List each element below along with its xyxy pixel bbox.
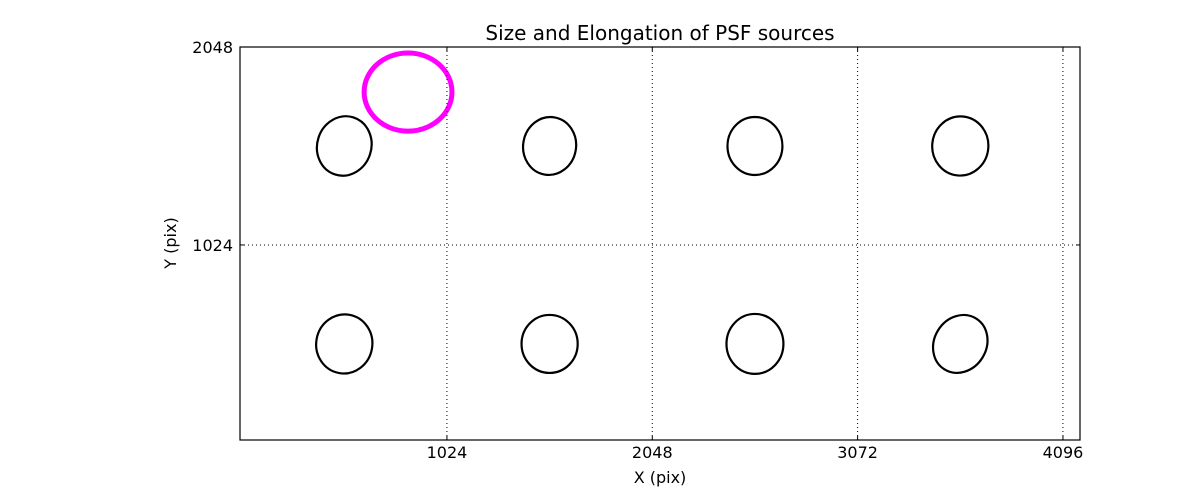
x-tick-label: 1024 (427, 443, 468, 462)
psf-ellipse (520, 313, 579, 375)
y-tick-label: 2048 (192, 38, 233, 57)
psf-ellipse (931, 313, 989, 374)
chart-title: Size and Elongation of PSF sources (485, 21, 834, 45)
x-axis-label: X (pix) (634, 468, 687, 487)
x-tick-label: 2048 (632, 443, 673, 462)
psf-ellipse (315, 115, 373, 177)
psf-ellipse (521, 115, 578, 176)
psf-ellipse (725, 312, 785, 375)
highlight-ellipse (361, 50, 455, 134)
x-tick-label: 4096 (1043, 443, 1084, 462)
psf-ellipse (315, 313, 374, 375)
psf-ellipse (931, 115, 990, 177)
psf-ellipse (726, 115, 784, 177)
y-tick-label: 1024 (192, 236, 233, 255)
plot-layer: 1024 2048 3072 4096 1024 2048 (192, 38, 1083, 462)
x-tick-label: 3072 (837, 443, 878, 462)
axes-frame (239, 46, 1081, 441)
y-axis-label: Y (pix) (161, 217, 180, 269)
